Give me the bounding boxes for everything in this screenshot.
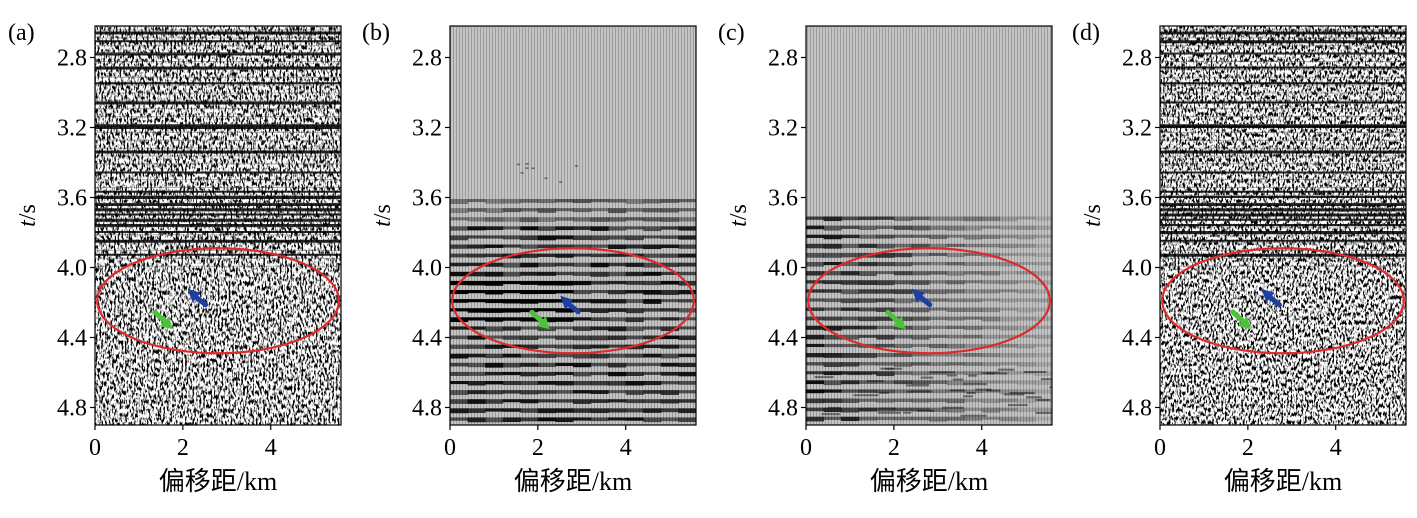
y-tick-label: 2.8 xyxy=(1122,46,1152,72)
panel-b: (b) 2.8 3.2 3.6 4.0 4.4 4.80 2 4 t/s 偏移距/km xyxy=(362,20,697,496)
plot-frame xyxy=(94,25,342,426)
y-tick-label: 3.6 xyxy=(57,186,87,212)
y-tick-label: 3.2 xyxy=(768,116,798,142)
panel-label: (b) xyxy=(362,20,390,46)
plot-frame xyxy=(1159,25,1407,426)
y-axis-label: t/s xyxy=(1080,204,1106,227)
y-tick-label: 4.8 xyxy=(1122,396,1152,422)
plot-frame xyxy=(805,25,1053,426)
highlight-ellipse xyxy=(451,247,695,355)
x-tick-label: 0 xyxy=(800,435,812,461)
y-tick-label: 4.4 xyxy=(768,326,798,352)
highlight-ellipse xyxy=(807,247,1051,355)
y-tick-label: 2.8 xyxy=(57,46,87,72)
y-tick-label: 4.8 xyxy=(57,396,87,422)
y-axis-label: t/s xyxy=(370,204,396,227)
blue-arrow-icon xyxy=(560,295,581,315)
seismic-image xyxy=(450,26,696,425)
panel-c: (c) 2.8 3.2 3.6 4.0 4.4 4.80 2 4 t/s 偏移距/km xyxy=(718,20,1053,496)
y-tick-label: 4.4 xyxy=(412,326,442,352)
blue-arrow-icon xyxy=(911,288,933,308)
green-arrow-icon xyxy=(1230,309,1252,330)
y-tick-label: 2.8 xyxy=(768,46,798,72)
x-axis-label: 偏移距/km xyxy=(159,467,277,496)
panel-a: (a) 2.8 3.2 3.6 4.0 4.4 4.80 2 4 t/s 偏移距/km xyxy=(8,20,342,496)
plot-frame xyxy=(449,25,697,426)
x-tick-label: 0 xyxy=(444,435,456,461)
x-axis-label: 偏移距/km xyxy=(1224,467,1342,496)
x-axis-label: 偏移距/km xyxy=(514,467,632,496)
seismic-image xyxy=(806,26,1052,425)
blue-arrow-icon xyxy=(187,288,209,308)
green-arrow-icon xyxy=(885,309,906,330)
panel-d: (d) 2.8 3.2 3.6 4.0 4.4 4.80 2 4 t/s 偏移距/km xyxy=(1072,20,1407,496)
y-tick-label: 3.6 xyxy=(768,186,798,212)
y-axis-label: t/s xyxy=(726,204,752,227)
seismic-image xyxy=(95,26,341,425)
seismic-image xyxy=(1160,26,1406,425)
green-arrow-icon xyxy=(152,309,173,330)
x-tick-label: 0 xyxy=(89,435,101,461)
y-tick-label: 3.6 xyxy=(412,186,442,212)
x-tick-label: 0 xyxy=(1154,435,1166,461)
y-tick-label: 3.2 xyxy=(412,116,442,142)
panel-label: (c) xyxy=(718,20,745,46)
x-tick-label: 2 xyxy=(532,435,544,461)
x-tick-label: 4 xyxy=(976,435,988,461)
x-tick-label: 2 xyxy=(1242,435,1254,461)
y-tick-label: 4.8 xyxy=(768,396,798,422)
y-tick-label: 3.6 xyxy=(1122,186,1152,212)
y-tick-label: 4.0 xyxy=(1122,256,1152,282)
panel-label: (a) xyxy=(8,20,35,46)
y-tick-label: 4.4 xyxy=(1122,326,1152,352)
y-tick-label: 3.2 xyxy=(57,116,87,142)
highlight-ellipse xyxy=(1161,247,1405,355)
x-tick-label: 4 xyxy=(1330,435,1342,461)
x-tick-label: 2 xyxy=(177,435,189,461)
y-tick-label: 4.0 xyxy=(768,256,798,282)
x-axis-label: 偏移距/km xyxy=(870,467,988,496)
x-tick-label: 4 xyxy=(265,435,277,461)
y-tick-label: 4.8 xyxy=(412,396,442,422)
highlight-ellipse xyxy=(96,247,340,355)
green-arrow-icon xyxy=(529,309,550,330)
y-tick-label: 4.0 xyxy=(57,256,87,282)
blue-arrow-icon xyxy=(1261,288,1282,308)
y-tick-label: 4.0 xyxy=(412,256,442,282)
x-tick-label: 2 xyxy=(888,435,900,461)
y-tick-label: 2.8 xyxy=(412,46,442,72)
y-axis-label: t/s xyxy=(15,204,41,227)
y-tick-label: 4.4 xyxy=(57,326,87,352)
panel-label: (d) xyxy=(1072,20,1100,46)
y-tick-label: 3.2 xyxy=(1122,116,1152,142)
x-tick-label: 4 xyxy=(620,435,632,461)
